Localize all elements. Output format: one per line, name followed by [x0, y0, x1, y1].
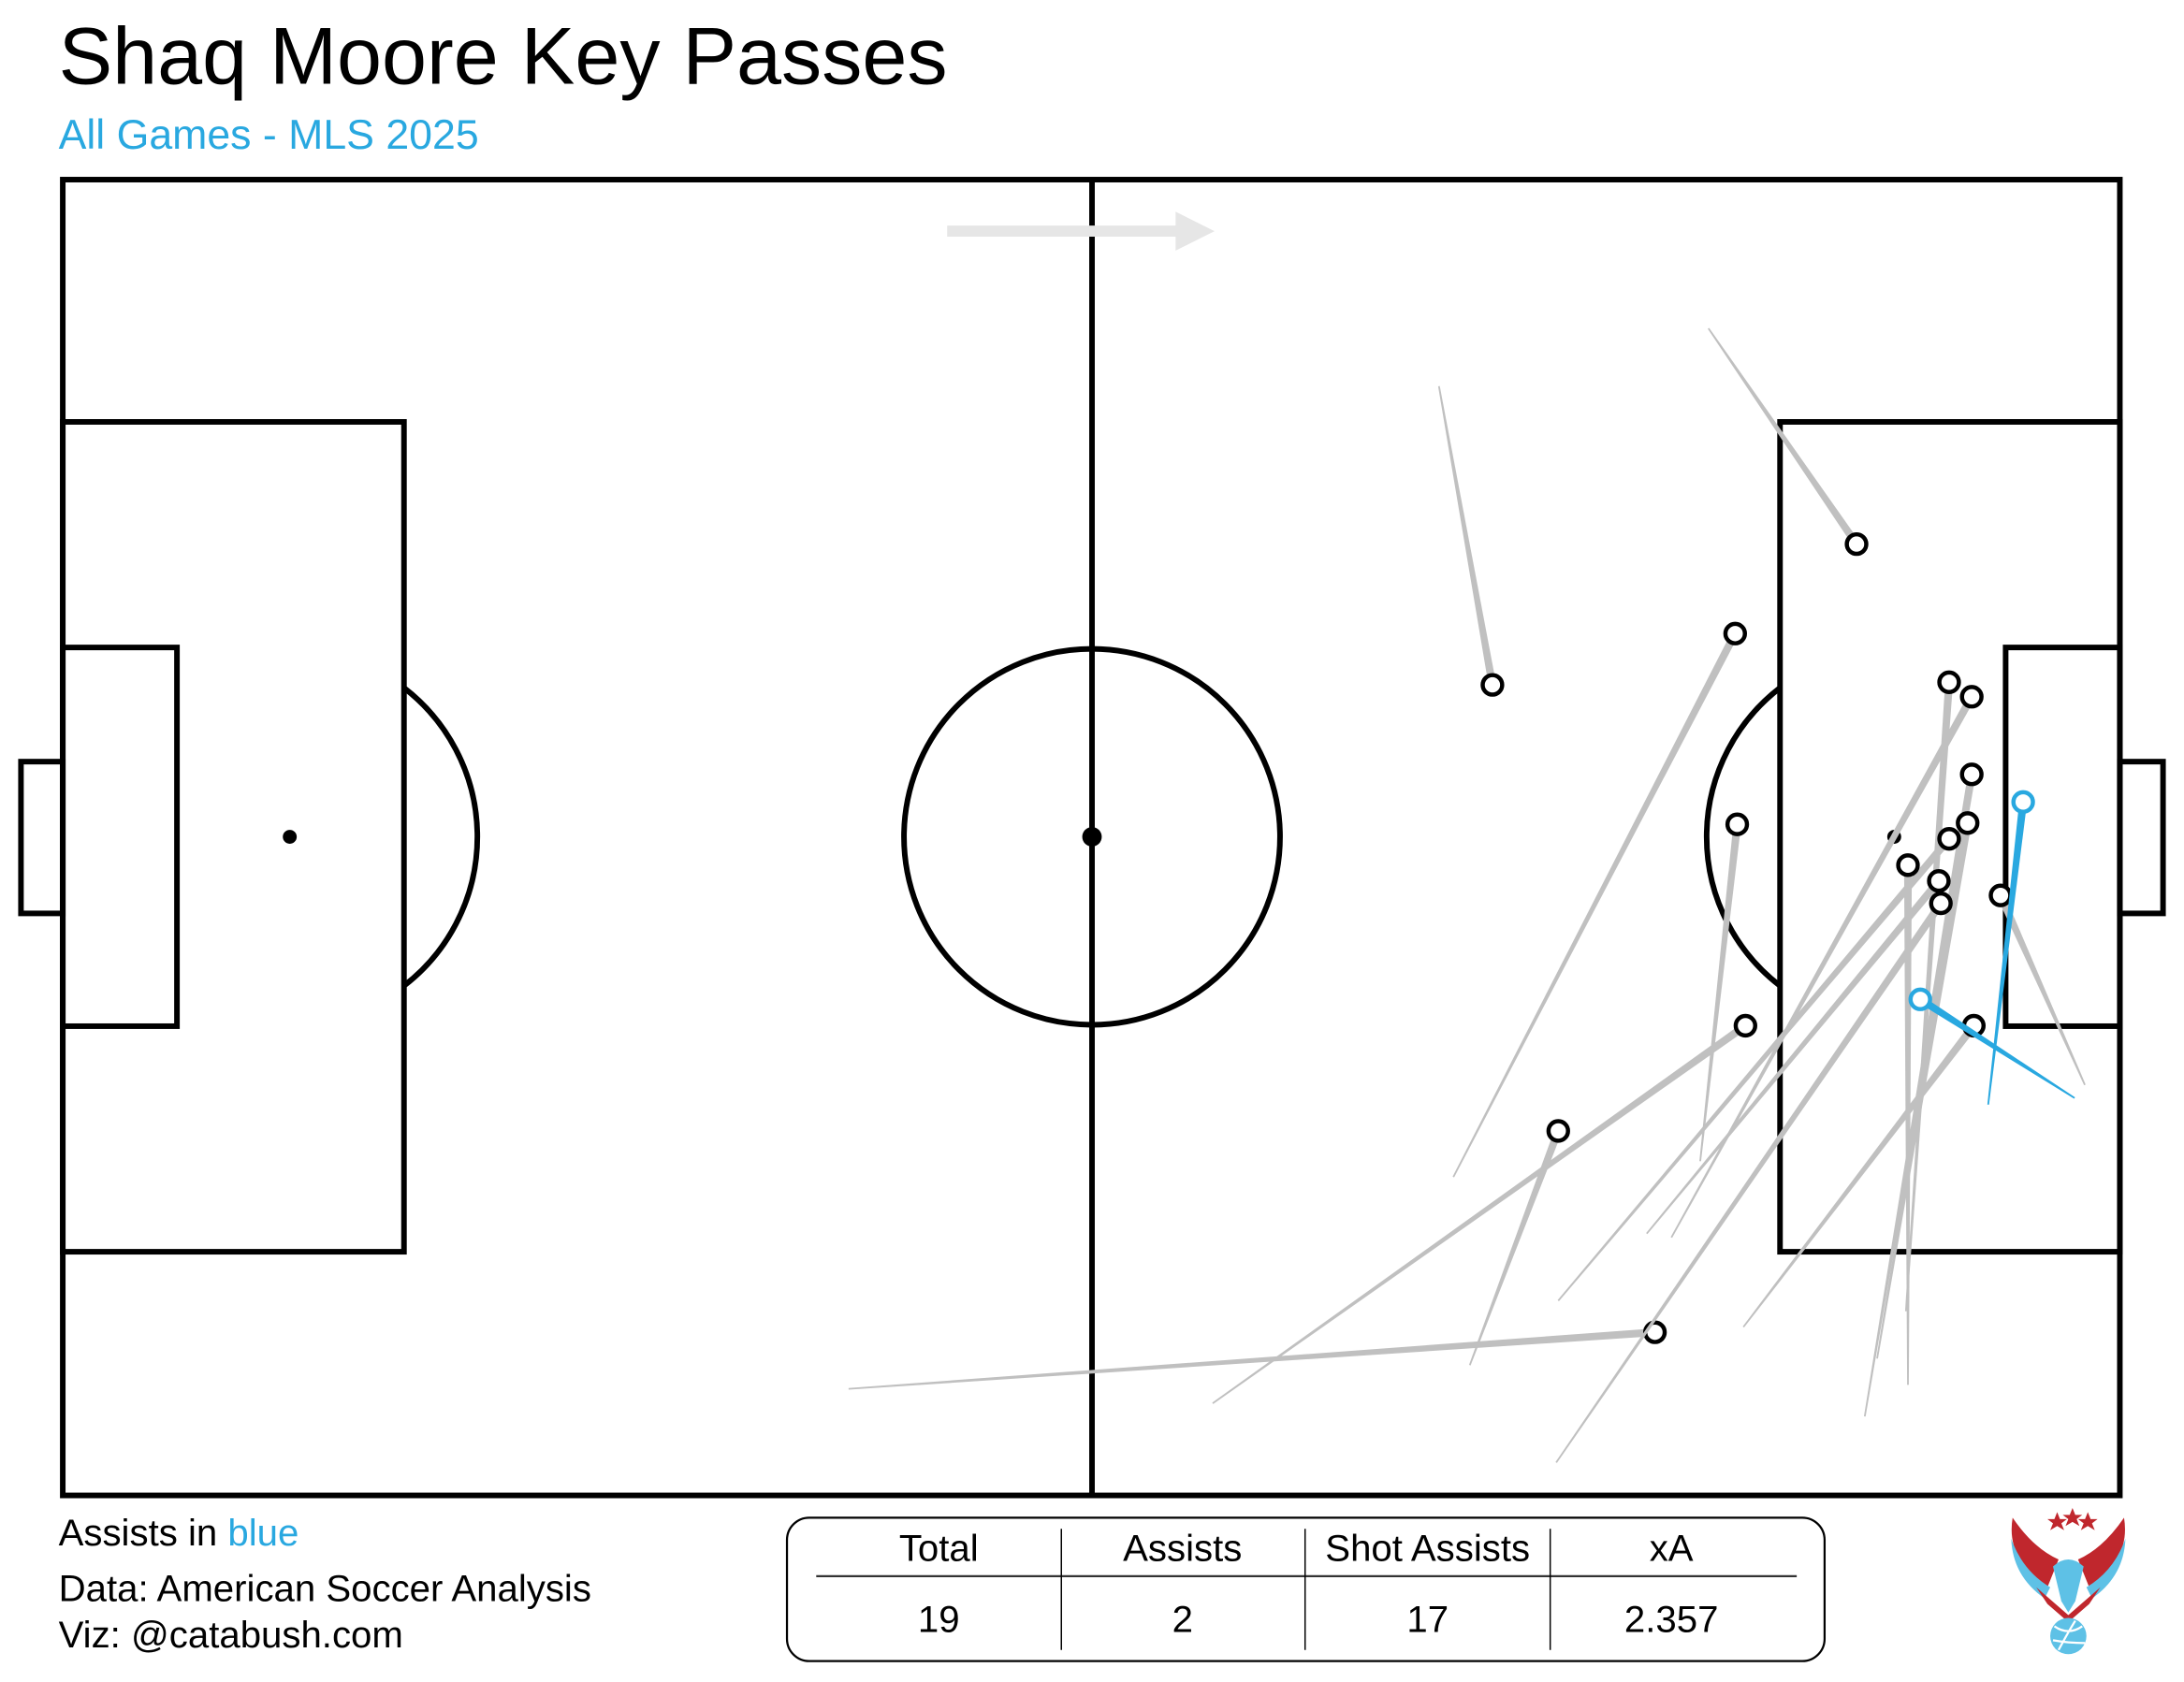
header-total: Total — [899, 1528, 979, 1570]
right-goal — [2117, 759, 2166, 917]
key-pass-end-point — [1733, 1013, 1757, 1038]
key-pass-end-point — [1988, 883, 2013, 907]
assist-line — [1917, 995, 2075, 1099]
chart-subtitle: All Games - MLS 2025 — [59, 112, 479, 158]
header-assists: Assists — [1123, 1528, 1242, 1570]
key-pass-line — [1699, 823, 1741, 1162]
key-pass-end-point — [1959, 685, 1984, 709]
key-pass-end-point — [1896, 853, 1920, 877]
key-pass-line — [1646, 878, 1943, 1235]
passes-layer — [848, 327, 2086, 1463]
key-pass-end-point — [1929, 891, 1953, 916]
key-pass-end-point — [1723, 621, 1748, 645]
key-pass-line — [1997, 893, 2086, 1086]
key-pass-line — [1670, 694, 1975, 1239]
value-assists: 2 — [1172, 1598, 1193, 1640]
key-pass-line — [1708, 327, 1860, 546]
key-pass-line — [848, 1327, 1655, 1390]
left-goal — [18, 759, 66, 917]
pitch — [18, 177, 2166, 1499]
key-pass-end-point — [1959, 762, 1984, 787]
key-pass-end-point — [1546, 1119, 1570, 1143]
header-xa: xA — [1650, 1528, 1694, 1570]
key-pass-line — [1742, 1022, 1977, 1328]
legend-text: Assists in blue — [59, 1512, 299, 1554]
key-pass-line — [1212, 1022, 1748, 1404]
assist-end-point — [2011, 790, 2035, 814]
left-penalty-spot — [283, 830, 298, 844]
left-six-yard-box — [60, 645, 181, 1029]
key-pass-line — [1437, 385, 1497, 686]
data-credit: Data: American Soccer Analysis — [59, 1568, 591, 1610]
key-pass-end-point — [1937, 827, 1961, 851]
eagle-logo — [2011, 1507, 2126, 1655]
center-circle — [901, 645, 1283, 1028]
center-spot — [1082, 827, 1102, 847]
assist-end-point — [1908, 987, 1932, 1011]
value-xa: 2.357 — [1624, 1598, 1719, 1640]
value-shot-assists: 17 — [1406, 1598, 1449, 1640]
chart-title: Shaq Moore Key Passes — [59, 11, 948, 101]
key-pass-line — [1468, 1129, 1563, 1366]
right-six-yard-box — [2002, 645, 2123, 1029]
legend-highlight: blue — [227, 1512, 298, 1554]
key-pass-end-point — [1937, 670, 1961, 694]
summary-table: Total Assists Shot Assists xA 19 2 17 2.… — [785, 1516, 1827, 1662]
key-pass-end-point — [1725, 812, 1750, 836]
key-pass-end-point — [1927, 869, 1951, 893]
left-penalty-arc — [401, 685, 481, 989]
key-pass-line — [1557, 835, 1953, 1301]
key-pass-end-point — [1642, 1320, 1667, 1344]
key-pass-end-point — [1956, 811, 1980, 835]
viz-credit: Viz: @catabush.com — [59, 1614, 403, 1656]
assist-line — [1987, 801, 2028, 1105]
header-shot-assists: Shot Assists — [1325, 1528, 1530, 1570]
key-pass-end-point — [1480, 673, 1505, 697]
attack-direction-arrow — [947, 211, 1215, 251]
left-penalty-box — [60, 419, 407, 1255]
key-pass-line — [1452, 631, 1740, 1178]
legend-prefix: Assists in — [59, 1512, 228, 1554]
key-pass-end-point — [1844, 531, 1869, 557]
value-total: 19 — [918, 1598, 960, 1640]
key-pass-line — [1555, 901, 1944, 1463]
right-penalty-arc — [1703, 685, 1783, 989]
